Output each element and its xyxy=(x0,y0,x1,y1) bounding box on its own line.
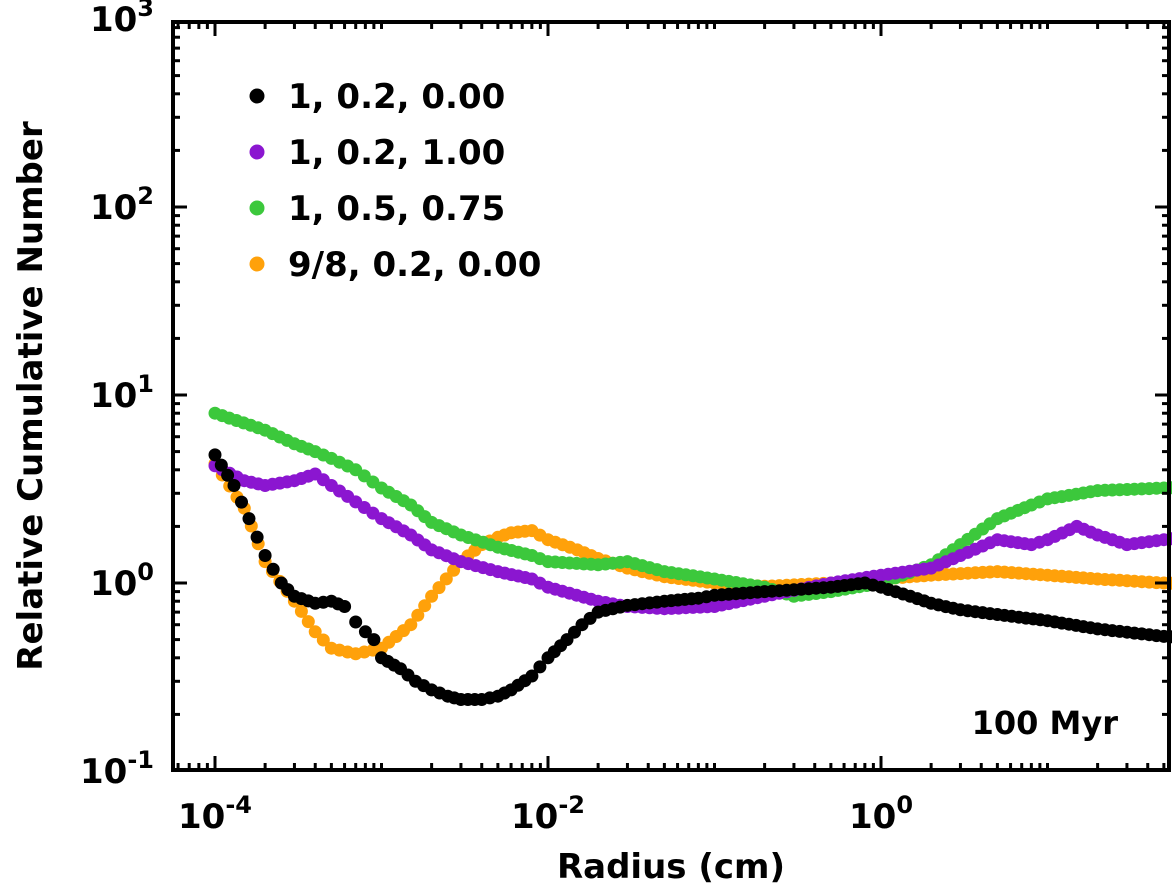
data-point xyxy=(439,572,453,586)
y-tick-label: 10-1 xyxy=(80,746,154,792)
y-tick-label: 100 xyxy=(90,558,154,604)
data-point xyxy=(250,530,264,544)
data-point xyxy=(447,563,461,577)
legend-label: 1, 0.2, 0.00 xyxy=(288,77,505,117)
data-point xyxy=(221,468,235,482)
data-point xyxy=(404,618,418,632)
legend-label: 1, 0.5, 0.75 xyxy=(288,189,505,229)
data-point xyxy=(425,589,439,603)
data-point xyxy=(358,625,372,639)
data-point xyxy=(418,599,432,613)
legend-marker xyxy=(249,88,265,104)
time-annotation: 100 Myr xyxy=(972,704,1119,742)
y-tick-label: 102 xyxy=(90,182,154,228)
data-point xyxy=(411,608,425,622)
legend-marker xyxy=(249,200,265,216)
x-axis-title: Radius (cm) xyxy=(557,847,785,887)
data-point xyxy=(316,633,330,647)
data-point xyxy=(525,669,539,683)
legend-marker xyxy=(249,144,265,160)
data-point xyxy=(294,604,308,618)
data-point xyxy=(242,512,256,526)
data-points xyxy=(208,406,1172,706)
data-point xyxy=(349,615,363,629)
data-point xyxy=(308,625,322,639)
data-point xyxy=(227,479,241,492)
series-0 xyxy=(208,448,1172,706)
legend-marker xyxy=(249,256,265,272)
y-axis-title: Relative Cumulative Number xyxy=(11,121,51,671)
y-tick-label: 103 xyxy=(90,0,154,40)
series-1 xyxy=(208,459,1172,616)
legend: 1, 0.2, 0.00 1, 0.2, 1.00 1, 0.5, 0.75 9/8,… xyxy=(249,77,541,285)
data-point xyxy=(301,615,315,629)
data-point xyxy=(214,458,228,472)
data-point xyxy=(235,495,248,509)
data-point xyxy=(432,581,446,595)
legend-label: 9/8, 0.2, 0.00 xyxy=(288,245,541,285)
data-point xyxy=(266,562,280,576)
data-point xyxy=(533,660,547,674)
y-tick-label: 101 xyxy=(90,370,154,416)
legend-label: 1, 0.2, 1.00 xyxy=(288,133,505,173)
axis-ticks xyxy=(173,22,1169,770)
data-point xyxy=(208,448,222,462)
data-point xyxy=(258,549,272,562)
x-tick-label: 10-4 xyxy=(178,791,252,837)
x-tick-label: 10-2 xyxy=(511,791,585,837)
data-point xyxy=(338,600,352,613)
data-point xyxy=(367,633,381,647)
x-tick-label: 100 xyxy=(849,791,913,837)
